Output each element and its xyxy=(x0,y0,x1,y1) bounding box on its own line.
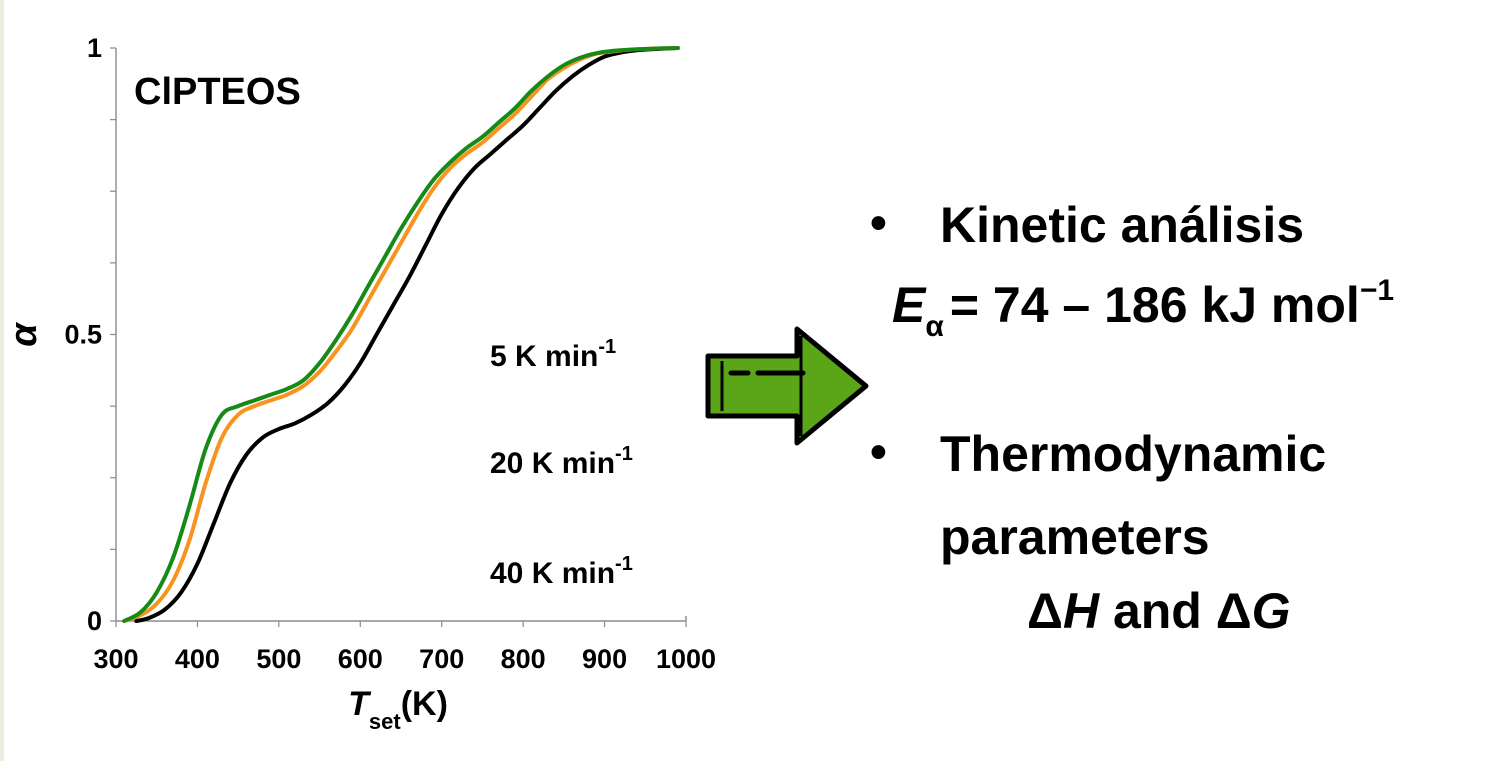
x-axis-label: Tset(K) xyxy=(348,685,448,734)
parameters-title: parameters xyxy=(940,509,1210,565)
x-tick-label: 300 xyxy=(93,644,138,674)
y-tick-label: 0 xyxy=(87,606,102,636)
x-axis-label-symbol: T xyxy=(348,685,372,723)
activation-energy-line: Eα = 74 – 186 kJ mol−1 xyxy=(892,274,1395,343)
ea-subscript: α xyxy=(925,310,944,343)
x-tick-label: 600 xyxy=(338,644,383,674)
gibbs-symbol: G xyxy=(1251,583,1291,639)
x-tick-label: 800 xyxy=(501,644,546,674)
right-arrow-icon xyxy=(705,326,869,446)
legend-entry-20-k-min: 20 K min-1 xyxy=(490,443,633,480)
left-edge-strip xyxy=(0,0,4,761)
kinetic-analysis-title: Kinetic análisis xyxy=(940,197,1305,253)
thermodynamic-title: Thermodynamic xyxy=(940,426,1327,482)
ea-superscript: −1 xyxy=(1359,274,1395,307)
series-line-40-k-min xyxy=(122,46,680,623)
ea-symbol: E xyxy=(892,277,926,333)
x-tick-label: 1000 xyxy=(656,644,716,674)
ea-value: = 74 – 186 kJ mol xyxy=(949,277,1360,333)
chart-series xyxy=(122,46,680,623)
x-tick-label: 500 xyxy=(256,644,301,674)
legend-entry-sup: -1 xyxy=(598,336,616,358)
legend-entry-sup: -1 xyxy=(615,553,633,575)
legend-entry-label: 40 K min xyxy=(490,557,615,590)
bullet-thermo: • xyxy=(870,426,887,479)
chart-title: ClPTEOS xyxy=(134,71,301,113)
x-axis-label-subscript: set xyxy=(369,709,401,734)
legend-entry-label: 20 K min xyxy=(490,447,615,480)
legend-entry-sup: -1 xyxy=(615,443,633,465)
y-tick-label: 0.5 xyxy=(64,320,102,350)
enthalpy-gibbs-line: ΔH and ΔG xyxy=(1027,582,1291,640)
delta-g-symbol: Δ xyxy=(1215,583,1252,639)
y-axis-label: α xyxy=(3,322,45,347)
y-tick-label: 1 xyxy=(87,33,102,63)
series-line-20-k-min xyxy=(122,46,680,623)
x-tick-label: 400 xyxy=(175,644,220,674)
legend-entry-40-k-min: 40 K min-1 xyxy=(490,553,633,590)
x-tick-label: 700 xyxy=(419,644,464,674)
series-line-5-k-min xyxy=(134,46,680,623)
legend-entry-label: 5 K min xyxy=(490,340,598,373)
x-axis-label-unit: (K) xyxy=(401,685,448,723)
delta-h-symbol: Δ xyxy=(1027,583,1063,639)
x-tick-label: 900 xyxy=(582,644,627,674)
enthalpy-symbol: H xyxy=(1062,583,1100,639)
chart-axes: 0 0.5 1 300 400 500 600 700 800 900 1000 xyxy=(64,33,716,674)
and-text: and xyxy=(1099,583,1216,639)
legend-entry-5-k-min: 5 K min-1 xyxy=(490,336,616,373)
bullet-kinetic: • xyxy=(870,197,887,250)
